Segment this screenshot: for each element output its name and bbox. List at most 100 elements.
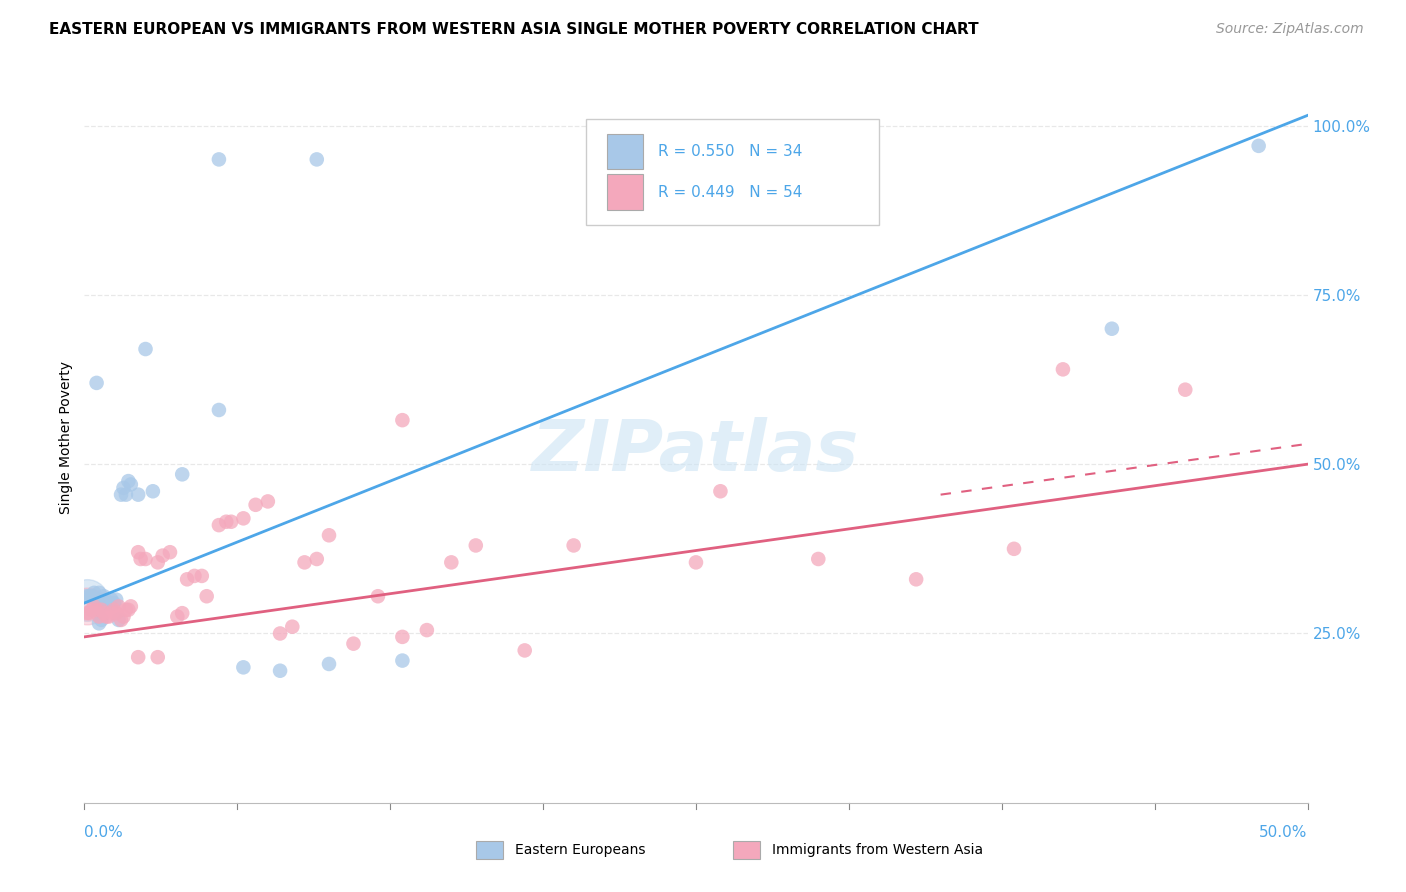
Point [281,620,304,634]
Point [90,592,112,607]
FancyBboxPatch shape [586,119,880,225]
Point [391,630,413,644]
Point [100,606,122,620]
Text: R = 0.550   N = 34: R = 0.550 N = 34 [658,145,803,160]
Point [172,606,194,620]
Point [107,599,129,614]
Point [257,494,280,508]
Point [1052,362,1074,376]
Point [117,603,139,617]
Point [97,609,120,624]
Point [93,589,115,603]
Point [76,606,98,620]
Point [127,650,149,665]
Point [86,592,108,607]
Point [391,413,413,427]
Point [1101,322,1123,336]
Point [77,606,100,620]
Point [342,637,364,651]
Text: EASTERN EUROPEAN VS IMMIGRANTS FROM WESTERN ASIA SINGLE MOTHER POVERTY CORRELATI: EASTERN EUROPEAN VS IMMIGRANTS FROM WEST… [49,22,979,37]
Point [107,613,129,627]
Point [142,484,165,499]
Point [110,488,132,502]
Point [90,603,112,617]
Point [269,626,291,640]
Text: ZIPatlas: ZIPatlas [533,417,859,486]
Point [135,342,157,356]
Point [709,484,731,499]
Point [120,477,142,491]
Point [232,660,254,674]
Point [120,599,142,614]
Point [367,589,389,603]
Point [112,481,135,495]
Point [294,555,316,569]
Point [176,572,198,586]
Point [183,569,205,583]
Point [440,555,463,569]
Text: Source: ZipAtlas.com: Source: ZipAtlas.com [1216,22,1364,37]
Point [215,515,238,529]
Point [127,488,149,502]
Point [87,616,110,631]
Point [416,623,439,637]
Point [87,586,110,600]
Bar [606,175,644,210]
Point [1002,541,1025,556]
Point [129,552,152,566]
Text: Eastern Europeans: Eastern Europeans [515,843,645,857]
Point [96,609,118,624]
Point [97,596,120,610]
Point [191,569,214,583]
Point [83,586,105,600]
Point [105,592,128,607]
Point [146,650,169,665]
Point [318,528,340,542]
Text: 50.0%: 50.0% [1260,825,1308,839]
Point [232,511,254,525]
Point [135,552,157,566]
Point [80,603,103,617]
Point [245,498,267,512]
Point [159,545,181,559]
Text: Immigrants from Western Asia: Immigrants from Western Asia [772,843,983,857]
Point [166,609,188,624]
Bar [475,841,503,860]
Point [76,589,98,603]
Point [87,609,110,624]
Point [77,589,100,603]
Point [195,589,218,603]
Point [513,643,536,657]
Bar [606,135,644,169]
Point [112,609,135,624]
Point [219,515,242,529]
Point [305,552,328,566]
Point [562,538,585,552]
Point [76,599,98,614]
Text: 0.0%: 0.0% [84,825,124,839]
Point [905,572,928,586]
Point [83,599,105,614]
Point [269,664,291,678]
Point [80,589,103,603]
Point [318,657,340,671]
Point [208,153,231,167]
Point [96,596,118,610]
Point [110,613,132,627]
Point [86,376,108,390]
Point [90,613,112,627]
Point [391,654,413,668]
Point [172,467,194,482]
Point [685,555,707,569]
Point [115,603,138,617]
Point [103,596,125,610]
Point [305,153,328,167]
Point [117,474,139,488]
Bar [733,841,759,860]
Point [146,555,169,569]
Point [103,603,125,617]
Point [1247,139,1270,153]
Point [208,518,231,533]
Point [807,552,830,566]
Point [152,549,174,563]
